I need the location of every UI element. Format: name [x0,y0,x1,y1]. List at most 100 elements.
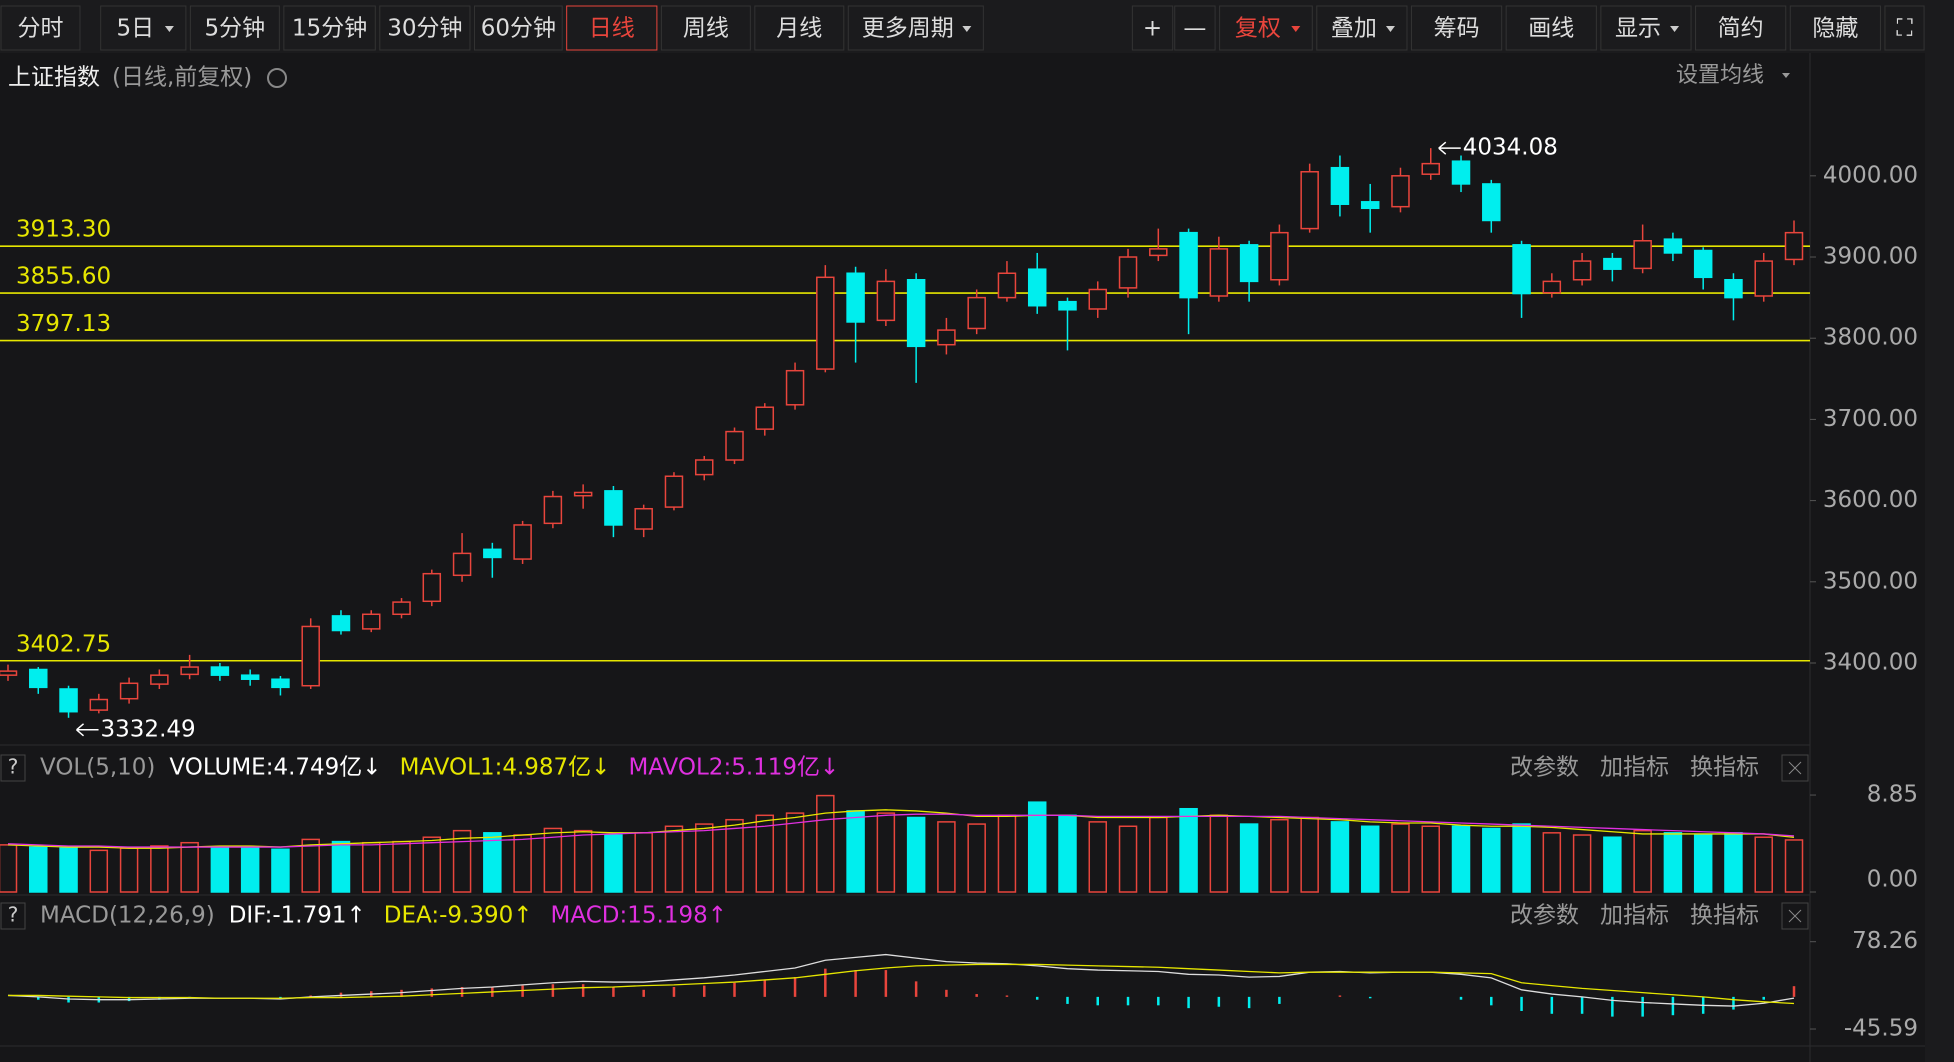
toolbar-label[interactable]: 显示 [1615,16,1661,42]
volume-bar [1058,814,1077,893]
toolbar-button[interactable] [283,5,376,51]
volume-bar [573,829,593,893]
candle-body [362,613,381,630]
toolbar-button[interactable] [1410,5,1503,51]
toolbar-button[interactable] [1884,5,1925,51]
candle-body [816,276,835,370]
toolbar-label[interactable]: 简约 [1718,16,1764,42]
toolbar-label[interactable]: 画线 [1528,16,1574,42]
toolbar-button[interactable] [754,5,845,51]
volume-bar [1421,825,1440,893]
panel-button[interactable]: 加指标 [1600,755,1669,781]
candle-body [876,280,896,322]
volume-bar [271,848,290,893]
toolbar-label[interactable]: 月线 [776,16,822,42]
candle-body [543,495,563,525]
toolbar-button[interactable] [0,5,81,51]
toolbar-label[interactable]: 叠加 [1331,16,1377,42]
toolbar-label[interactable]: 更多周期 [862,16,954,42]
toolbar-button[interactable] [189,5,280,51]
toolbar-button[interactable] [1131,5,1174,51]
candle-body [1603,257,1622,270]
candle-body [1542,280,1562,294]
indicator-value: MAVOL1:4.987亿↓ [400,755,611,781]
close-button[interactable] [1781,902,1809,930]
candle-body [755,406,775,430]
toolbar-label[interactable]: 5日 [116,16,154,42]
help-button[interactable] [0,754,26,782]
candle-body [937,329,956,346]
panel-button[interactable]: 改参数 [1510,755,1579,781]
volume-bar [210,846,230,893]
candle-body [785,369,805,406]
toolbar-label[interactable]: ⛶ [1896,16,1913,42]
candle-body [1572,260,1592,281]
toolbar-label[interactable]: 复权 [1235,16,1281,42]
candle-body [271,678,290,689]
candle-body [452,552,472,577]
candle-body [1118,256,1138,289]
toolbar-button[interactable] [660,5,751,51]
volume-bar [634,832,653,893]
volume-bar [1663,832,1683,893]
close-icon [1788,909,1802,923]
toolbar-button[interactable] [1174,5,1216,51]
volume-bar [846,810,865,893]
toolbar-label[interactable]: + [1143,16,1162,42]
toolbar-label[interactable]: 筹码 [1434,16,1480,42]
candle-body [0,670,18,676]
candle-body [1270,231,1289,281]
volume-bar [1784,839,1804,893]
toolbar-label[interactable]: 日线 [589,16,635,42]
toolbar-label[interactable]: — [1183,16,1206,42]
indicator-value: DIF:-1.791↑ [229,903,366,929]
toolbar-label[interactable]: 分时 [17,16,63,42]
ma-line [7,813,1795,848]
volume-bar [816,794,835,893]
panel-button[interactable]: 换指标 [1690,755,1759,781]
help-button[interactable] [0,902,26,930]
indicator-value: DEA:-9.390↑ [384,903,533,929]
volume-bar [1603,836,1622,893]
candle-body [1360,201,1380,210]
indicator-value: VOLUME:4.749亿↓ [169,755,381,781]
candle-body [1482,183,1501,222]
scrollbar[interactable] [1925,53,1954,1062]
candle-body [210,666,230,676]
panel-button[interactable]: 换指标 [1690,903,1759,929]
dropdown-arrow [1291,26,1301,32]
toolbar-button[interactable] [1789,5,1881,51]
toolbar-button[interactable] [379,5,471,51]
annotation-arrow [1438,141,1461,155]
candle-body [392,601,411,616]
candle-body [1391,175,1410,208]
close-button[interactable] [1781,754,1809,782]
level-label: 3855.60 [16,264,111,290]
candle-body [422,572,442,603]
candle-body [180,666,199,676]
toolbar-label[interactable]: 5分钟 [205,16,266,42]
toolbar-label[interactable]: 60分钟 [481,16,556,42]
toolbar-button[interactable] [1695,5,1787,51]
toolbar-button[interactable] [566,5,658,51]
toolbar-label[interactable]: 30分钟 [387,16,462,42]
settings-ma[interactable]: 设置均线 [1676,63,1764,88]
panel-button[interactable]: 加指标 [1600,903,1669,929]
volume-bar [1209,814,1229,893]
toolbar-label[interactable]: 周线 [683,16,729,42]
volume-bar [1360,825,1380,893]
settings-icon[interactable] [267,68,287,88]
toolbar-label[interactable]: 隐藏 [1812,16,1858,42]
close-icon [1788,761,1802,775]
toolbar-button[interactable] [1505,5,1597,51]
volume-bar [694,823,714,893]
toolbar-button[interactable] [847,5,984,51]
volume-bar [1693,834,1713,893]
candle-body [59,688,78,713]
toolbar-label[interactable]: 15分钟 [292,16,367,42]
volume-bar [1149,816,1168,893]
panel-button[interactable]: 改参数 [1510,903,1579,929]
candle-body [967,296,986,330]
candle-body [573,491,593,497]
toolbar-button[interactable] [473,5,563,51]
